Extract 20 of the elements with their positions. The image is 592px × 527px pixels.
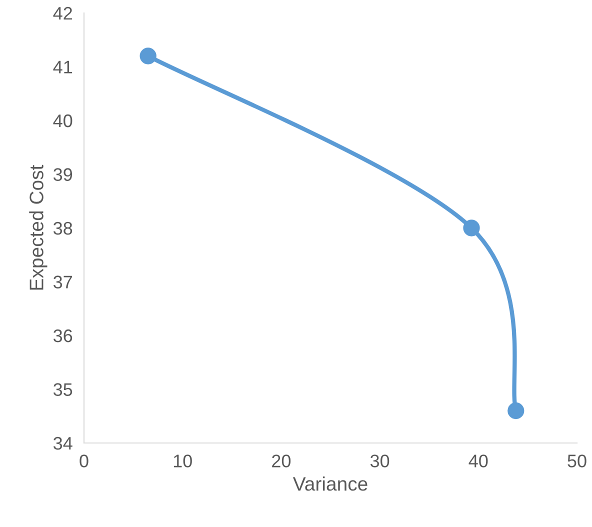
y-tick-label: 34 bbox=[53, 436, 72, 450]
y-tick-label: 38 bbox=[53, 222, 72, 235]
y-tick-label: 39 bbox=[53, 168, 72, 181]
x-axis-title: Variance bbox=[292, 476, 368, 491]
x-tick-label: 30 bbox=[370, 454, 390, 468]
point bbox=[463, 220, 480, 236]
y-tick-label: 42 bbox=[53, 6, 72, 20]
y-tick-label: 35 bbox=[53, 383, 72, 396]
y-tick-label: 40 bbox=[53, 114, 72, 128]
y-axis-title: Expected Cost bbox=[29, 164, 48, 290]
x-tick-label: 0 bbox=[80, 454, 88, 468]
point bbox=[508, 402, 524, 420]
y-tick-label: 37 bbox=[53, 276, 72, 288]
x-tick-label: 50 bbox=[568, 454, 586, 468]
point bbox=[140, 48, 156, 64]
y-tick-label: 36 bbox=[53, 329, 72, 342]
x-tick-label: 20 bbox=[272, 454, 291, 468]
y-tick-label: 41 bbox=[53, 60, 72, 74]
x-tick-label: 40 bbox=[468, 454, 488, 468]
x-tick-label: 10 bbox=[174, 454, 192, 468]
